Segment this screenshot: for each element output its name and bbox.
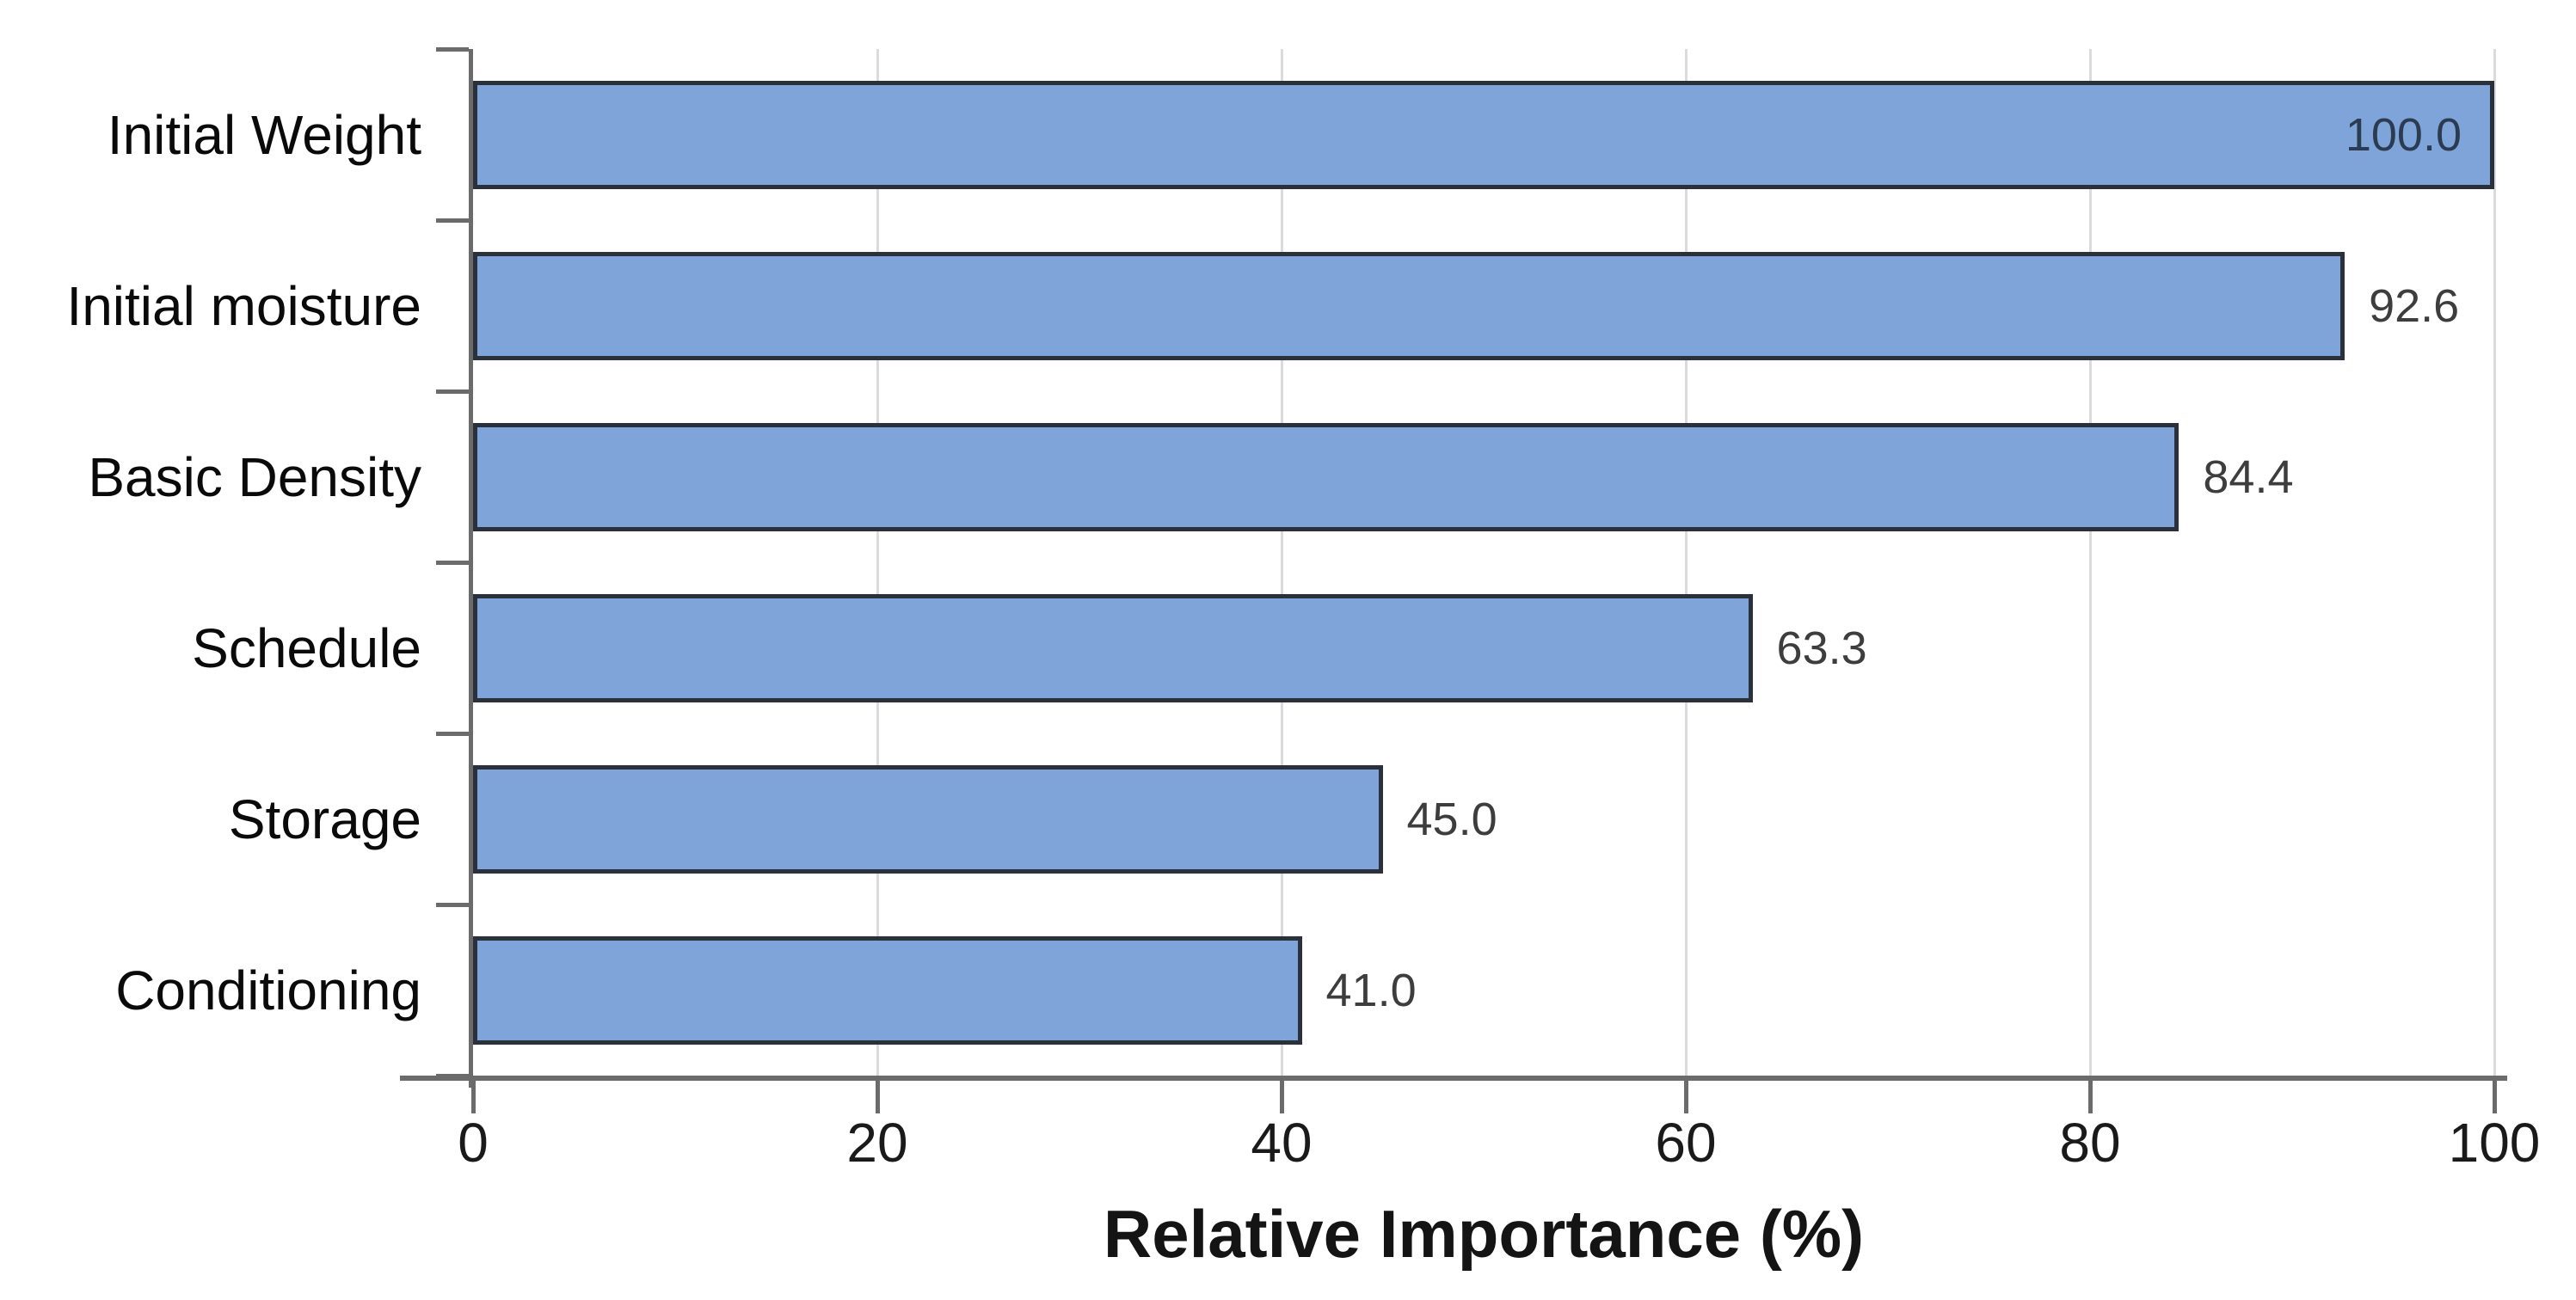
- x-axis-tick-label: 0: [458, 1112, 489, 1174]
- bar-value-label: 63.3: [1776, 622, 1867, 674]
- x-axis-title: Relative Importance (%): [1103, 1196, 1865, 1272]
- bar-value-label: 41.0: [1325, 964, 1417, 1016]
- x-axis-tick-label: 100: [2448, 1112, 2541, 1174]
- category-label: Basic Density: [88, 445, 421, 508]
- y-axis-tick: [436, 218, 469, 223]
- bar-value-label: 92.6: [2369, 279, 2460, 332]
- x-axis-tick: [2492, 1081, 2497, 1113]
- x-axis-tick-label: 20: [846, 1112, 908, 1174]
- x-axis-tick: [875, 1081, 880, 1113]
- bar: [473, 422, 2179, 531]
- x-axis-tick-label: 80: [2059, 1112, 2121, 1174]
- y-axis-tick: [436, 731, 469, 736]
- category-label: Schedule: [192, 616, 421, 679]
- x-axis-tick: [1683, 1081, 1688, 1113]
- category-label: Storage: [228, 788, 421, 850]
- bar: [473, 251, 2345, 360]
- y-axis-line: [469, 49, 473, 1088]
- gridline: [1684, 49, 1688, 1076]
- bar: [473, 80, 2494, 189]
- bar: [473, 764, 1383, 874]
- y-axis-tick: [436, 389, 469, 394]
- x-axis-tick-label: 40: [1251, 1112, 1313, 1174]
- bar-value-label: 84.4: [2203, 451, 2294, 503]
- bar: [473, 935, 1302, 1045]
- gridline: [876, 49, 879, 1076]
- category-label: Conditioning: [115, 959, 421, 1021]
- category-label: Initial moisture: [66, 274, 421, 337]
- y-axis-tick: [436, 902, 469, 907]
- x-axis-tick: [1279, 1081, 1284, 1113]
- bar-value-label: 45.0: [1406, 793, 1497, 845]
- category-label: Initial Weight: [107, 103, 421, 166]
- gridline: [2088, 49, 2092, 1076]
- gridline: [2493, 49, 2496, 1076]
- gridline: [1280, 49, 1283, 1076]
- bar-value-label: 100.0: [2345, 108, 2462, 161]
- y-axis-tick: [436, 560, 469, 565]
- x-axis-tick-label: 60: [1655, 1112, 1717, 1174]
- x-axis-tick: [470, 1081, 476, 1113]
- x-axis-line: [400, 1076, 2507, 1081]
- bar: [473, 593, 1753, 702]
- y-axis-tick: [436, 46, 469, 52]
- x-axis-tick: [2087, 1081, 2093, 1113]
